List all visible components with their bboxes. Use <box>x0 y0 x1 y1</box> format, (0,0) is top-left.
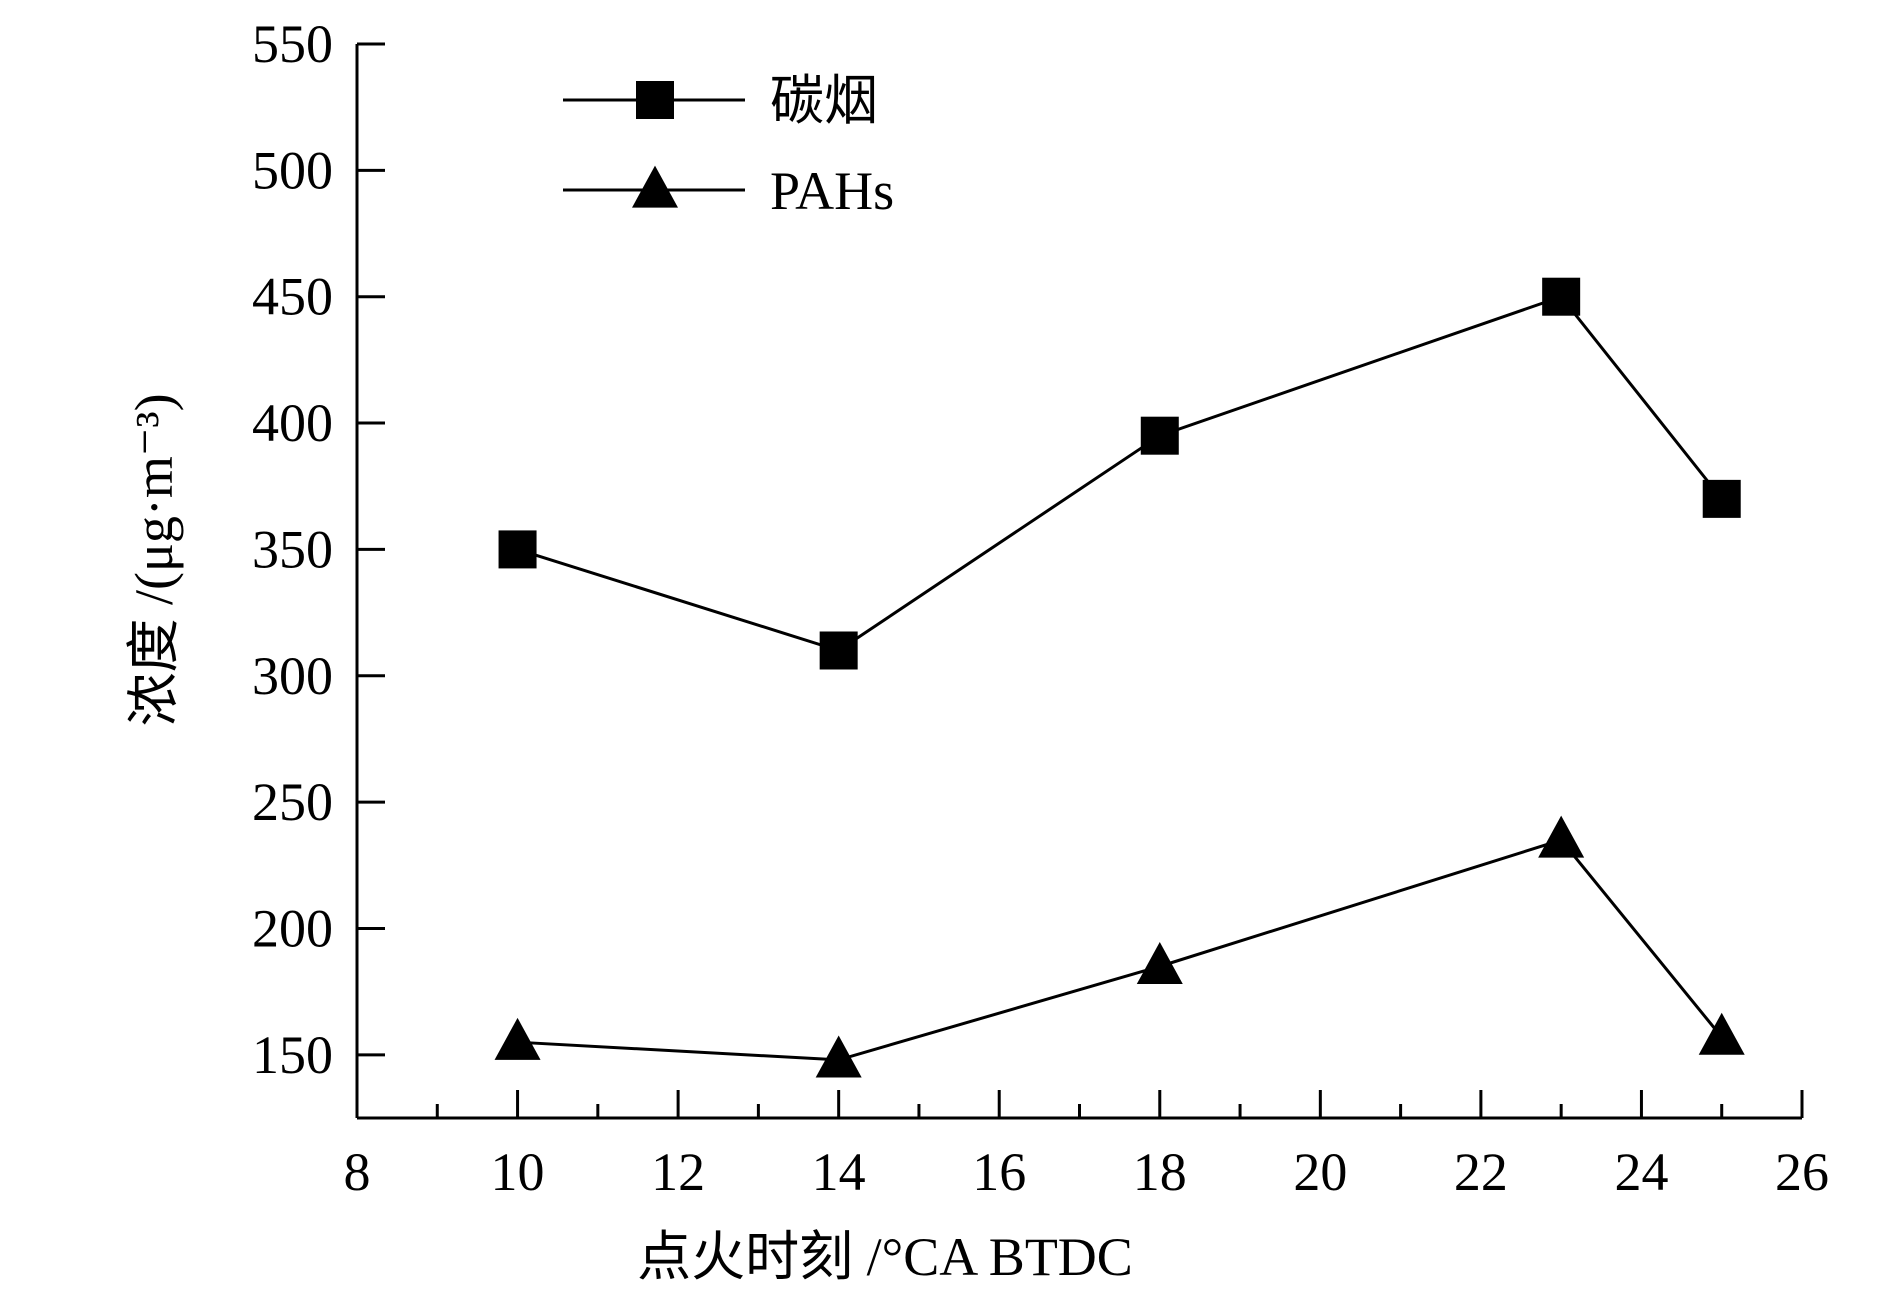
data-point-1-0 <box>494 1017 541 1060</box>
x-axis-title: 点火时刻 /°CA BTDC <box>637 1227 1133 1287</box>
data-point-0-4 <box>1702 479 1741 518</box>
data-point-1-3 <box>1538 815 1585 858</box>
data-point-1-1 <box>815 1035 862 1078</box>
x-tick-label-24: 24 <box>1614 1142 1668 1202</box>
x-tick-label-20: 20 <box>1293 1142 1347 1202</box>
data-point-0-1 <box>819 631 858 670</box>
legend-marker-1 <box>632 165 678 208</box>
y-tick-label-550: 550 <box>252 14 333 74</box>
y-tick-label-150: 150 <box>252 1025 333 1085</box>
legend-marker-0 <box>636 81 674 119</box>
x-tick-label-22: 22 <box>1454 1142 1508 1202</box>
x-tick-label-10: 10 <box>491 1142 545 1202</box>
series-soot <box>498 277 1741 670</box>
series-layer <box>494 277 1745 1078</box>
data-point-0-3 <box>1542 277 1581 316</box>
y-tick-label-350: 350 <box>252 519 333 579</box>
x-tick-label-18: 18 <box>1133 1142 1187 1202</box>
series-line-1 <box>517 838 1723 1062</box>
legend-label-1: PAHs <box>770 161 894 221</box>
y-tick-label-450: 450 <box>252 267 333 327</box>
data-point-1-4 <box>1698 1012 1745 1055</box>
y-axis-title: 浓度 /(μg·m⁻³) <box>124 393 184 726</box>
y-tick-label-200: 200 <box>252 898 333 958</box>
y-tick-label-500: 500 <box>252 140 333 200</box>
x-tick-label-8: 8 <box>344 1142 371 1202</box>
legend: 碳烟 PAHs <box>563 71 894 221</box>
axes: 150 200 250 300 350 400 450 500 550 8 10 12 14 16 18 20… <box>252 14 1829 1202</box>
legend-label-0: 碳烟 <box>770 71 878 131</box>
data-point-0-2 <box>1140 416 1179 455</box>
x-tick-label-16: 16 <box>972 1142 1026 1202</box>
y-tick-label-250: 250 <box>252 772 333 832</box>
y-tick-label-400: 400 <box>252 393 333 453</box>
y-tick-label-300: 300 <box>252 646 333 706</box>
x-tick-label-14: 14 <box>812 1142 866 1202</box>
x-tick-label-12: 12 <box>651 1142 705 1202</box>
x-tick-label-26: 26 <box>1775 1142 1829 1202</box>
series-line-0 <box>517 294 1723 653</box>
data-point-1-2 <box>1136 942 1183 985</box>
data-point-0-0 <box>498 530 537 569</box>
series-pahs <box>494 815 1745 1078</box>
